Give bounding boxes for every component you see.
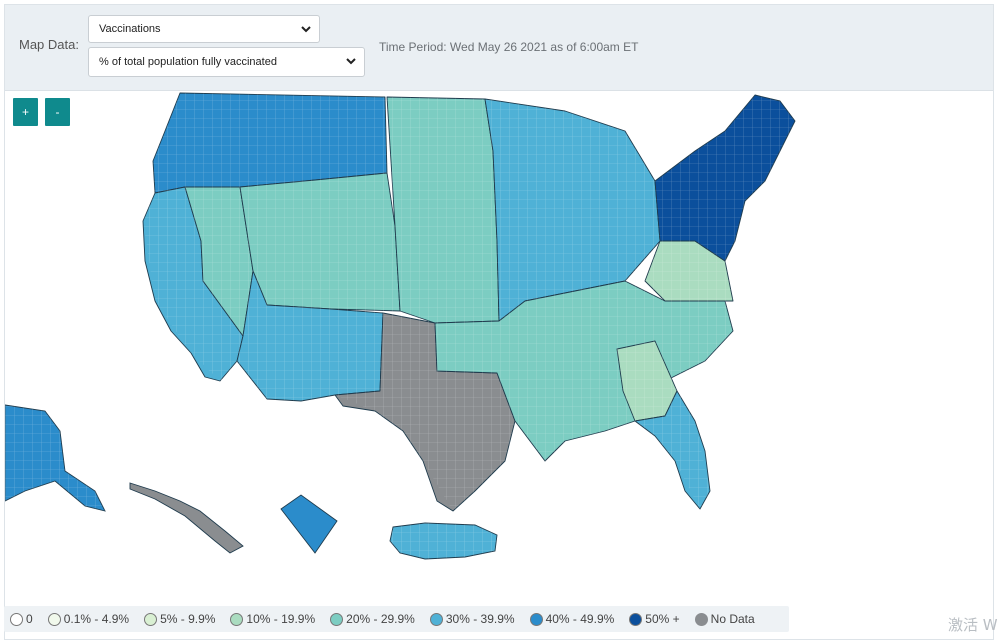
dc-inset[interactable] bbox=[280, 494, 338, 554]
legend-item: 40% - 49.9% bbox=[529, 612, 615, 626]
chevron-down-icon bbox=[346, 58, 356, 65]
legend-label: No Data bbox=[710, 612, 755, 626]
chevron-down-icon bbox=[301, 26, 311, 33]
os-activation-watermark: 激活 W bbox=[948, 616, 998, 634]
legend-item: 0 bbox=[10, 612, 33, 626]
metric-select-value: % of total population fully vaccinated bbox=[99, 56, 277, 68]
legend-swatch bbox=[529, 612, 543, 626]
zoom-in-button[interactable]: + bbox=[13, 98, 38, 126]
legend-label: 20% - 29.9% bbox=[346, 612, 415, 626]
legend-swatch bbox=[47, 612, 61, 626]
region-hawaii[interactable] bbox=[129, 482, 244, 554]
legend-item: 10% - 19.9% bbox=[230, 612, 315, 626]
legend-swatch bbox=[144, 612, 158, 626]
legend-item: 30% - 39.9% bbox=[429, 612, 515, 626]
legend-item: 20% - 29.9% bbox=[330, 612, 415, 626]
legend-swatch bbox=[230, 612, 244, 626]
zoom-out-button[interactable]: - bbox=[45, 98, 70, 126]
legend-label: 10% - 19.9% bbox=[246, 612, 316, 626]
legend: 0 0.1% - 4.9% 5% - 9.9% 10% - 19.9% 20% - 29… bbox=[4, 606, 789, 632]
time-period-label: Time Period: Wed May 26 2021 as of 6:00a… bbox=[379, 40, 639, 54]
legend-label: 40% - 49.9% bbox=[545, 612, 615, 626]
measure-select[interactable]: Vaccinations bbox=[88, 15, 320, 43]
metric-select[interactable]: % of total population fully vaccinated bbox=[88, 47, 365, 77]
legend-item: 50% + bbox=[629, 612, 680, 626]
legend-item: 0.1% - 4.9% bbox=[47, 612, 130, 626]
legend-swatch bbox=[330, 612, 344, 626]
legend-swatch bbox=[429, 612, 443, 626]
controls-bar: Map Data: Vaccinations % of total popula… bbox=[5, 5, 993, 91]
legend-label: 30% - 39.9% bbox=[445, 612, 515, 626]
map-data-label: Map Data: bbox=[19, 37, 79, 52]
choropleth-map[interactable] bbox=[5, 91, 993, 607]
legend-item: 5% - 9.9% bbox=[144, 612, 215, 626]
legend-label: 0 bbox=[26, 612, 33, 626]
legend-label: 50% + bbox=[645, 612, 680, 626]
measure-select-value: Vaccinations bbox=[99, 23, 161, 35]
legend-swatch bbox=[10, 612, 23, 626]
legend-swatch bbox=[629, 612, 643, 626]
county-texture bbox=[5, 93, 795, 559]
map-panel: Map Data: Vaccinations % of total popula… bbox=[4, 4, 994, 640]
legend-label: 5% - 9.9% bbox=[160, 612, 216, 626]
legend-label: 0.1% - 4.9% bbox=[63, 612, 130, 626]
legend-swatch bbox=[694, 612, 708, 626]
legend-item: No Data bbox=[694, 612, 755, 626]
